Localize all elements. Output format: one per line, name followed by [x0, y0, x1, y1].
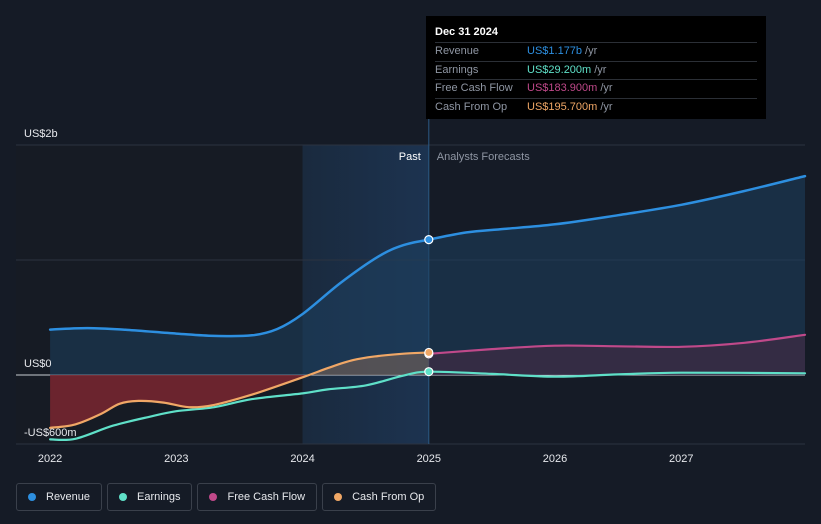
y-axis-label: -US$600m	[24, 427, 77, 439]
forecast-label: Analysts Forecasts	[437, 151, 530, 163]
x-tick-label: 2027	[669, 453, 693, 465]
legend-dot-icon	[334, 493, 343, 501]
tooltip-value: US$183.900m	[527, 82, 598, 94]
legend-label: Earnings	[137, 491, 181, 503]
tooltip-row-revenue: Revenue US$1.177b /yr	[435, 42, 757, 61]
legend-dot-icon	[28, 493, 36, 501]
tooltip-date: Dec 31 2024	[435, 26, 498, 38]
tooltip-unit: /yr	[585, 45, 598, 57]
series-line-earnings	[49, 370, 807, 442]
tooltip-label: Cash From Op	[435, 100, 508, 113]
legend-item-earnings[interactable]: Earnings	[107, 483, 193, 511]
positive-cash-area	[50, 352, 429, 375]
y-axis-label: US$2b	[24, 128, 58, 140]
tooltip-row-free-cash-flow: Free Cash Flow US$183.900m /yr	[435, 79, 757, 98]
legend-dot-icon	[119, 493, 128, 501]
tooltip-unit: /yr	[600, 100, 613, 113]
marker-revenue	[424, 235, 434, 245]
chart-legend: Revenue Earnings Free Cash Flow Cash Fro…	[16, 483, 437, 511]
legend-label: Revenue	[46, 491, 91, 503]
tooltip-unit: /yr	[600, 82, 613, 94]
tooltip-unit: /yr	[594, 63, 607, 76]
past-label: Past	[399, 151, 421, 163]
legend-item-cash-from-op[interactable]: Cash From Op	[322, 483, 437, 511]
x-tick-label: 2025	[417, 453, 441, 465]
tooltip-row-earnings: Earnings US$29.200m /yr	[435, 60, 757, 80]
tooltip-label: Free Cash Flow	[435, 82, 513, 94]
tooltip-label: Earnings	[435, 63, 479, 76]
tooltip-value: US$1.177b	[527, 45, 583, 57]
tooltip-label: Revenue	[435, 45, 480, 57]
series-line-cash-from-op	[49, 351, 430, 429]
negative-cash-area	[50, 375, 429, 428]
tooltip-row-cash-from-op: Cash From Op US$195.700m /yr	[435, 97, 757, 117]
legend-item-revenue[interactable]: Revenue	[16, 483, 103, 511]
revenue-area	[50, 176, 806, 375]
legend-label: Free Cash Flow	[227, 491, 306, 503]
free-cash-flow-area	[428, 334, 805, 375]
x-tick-label: 2024	[290, 453, 314, 465]
x-tick-label: 2023	[164, 453, 188, 465]
y-axis-label: US$0	[24, 358, 52, 370]
legend-dot-icon	[209, 493, 218, 501]
legend-item-free-cash-flow[interactable]: Free Cash Flow	[197, 483, 318, 511]
tooltip-value: US$195.700m	[527, 100, 598, 113]
marker-cash-from-op	[424, 347, 434, 358]
tooltip: Dec 31 2024 Revenue US$1.177b /yr Earnin…	[426, 16, 766, 119]
marker-earnings	[424, 367, 434, 377]
x-tick-label: 2026	[543, 453, 567, 465]
x-tick-label: 2022	[38, 453, 62, 465]
tooltip-value: US$29.200m	[527, 63, 592, 76]
series-line-free-cash-flow	[427, 333, 807, 355]
legend-label: Cash From Op	[352, 491, 425, 503]
series-line-revenue	[48, 174, 807, 338]
